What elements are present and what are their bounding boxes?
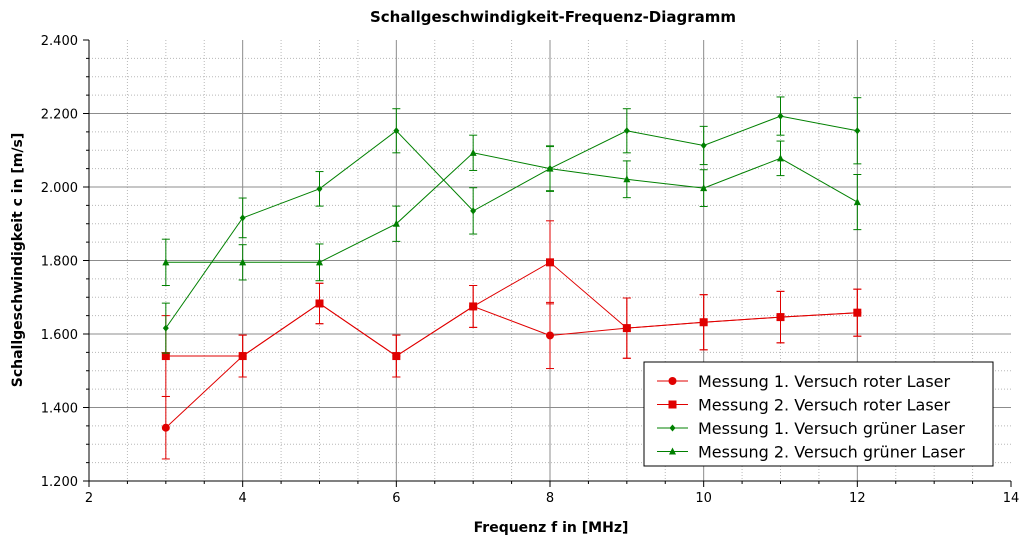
point-marker-circle xyxy=(546,331,554,340)
x-tick-label: 2 xyxy=(85,491,93,506)
point-marker-triangle xyxy=(239,258,247,266)
point-marker-triangle xyxy=(469,148,477,156)
y-tick-label: 1.200 xyxy=(41,475,78,490)
series-4 xyxy=(161,134,862,286)
series-line xyxy=(165,115,858,329)
x-tick-label: 10 xyxy=(695,491,712,506)
point-marker-diamond xyxy=(239,214,246,222)
y-axis-label: Schallgeschwindigkeit c in [m/s] xyxy=(10,133,26,388)
point-marker-square xyxy=(392,352,401,361)
y-tick-label: 1.800 xyxy=(41,255,78,270)
legend-box xyxy=(643,361,994,467)
point-marker-circle xyxy=(161,423,170,432)
point-marker-diamond xyxy=(393,127,400,135)
point-marker-triangle xyxy=(700,184,708,192)
point-marker-diamond xyxy=(700,141,707,149)
point-marker-triangle xyxy=(623,175,631,183)
point-marker-diamond xyxy=(162,324,169,332)
point-marker-diamond xyxy=(623,127,630,135)
chart-title: Schallgeschwindigkeit-Frequenz-Diagramm xyxy=(370,8,736,26)
point-marker-triangle xyxy=(777,154,784,162)
point-marker-diamond xyxy=(669,424,676,432)
point-marker-diamond xyxy=(316,185,323,193)
x-tick-label: 4 xyxy=(239,491,247,506)
y-tick-label: 2.400 xyxy=(41,34,78,49)
legend: Messung 1. Versuch roter Laser Messung 2.… xyxy=(643,361,994,467)
point-marker-square xyxy=(315,299,324,308)
x-tick-label: 14 xyxy=(1003,491,1020,506)
point-marker-triangle xyxy=(316,258,323,266)
y-tick-label: 1.400 xyxy=(41,402,78,417)
point-marker-square xyxy=(469,302,478,311)
series-line xyxy=(165,261,858,357)
point-marker-triangle xyxy=(853,198,861,206)
x-axis-label: Frequenz f in [MHz] xyxy=(474,520,629,536)
point-marker-square xyxy=(699,318,708,327)
point-marker-triangle xyxy=(392,219,400,227)
axes: 2 4 6 8 10 12 14 1.200 1.400 1.600 1.800 2.000 2.200… xyxy=(41,34,1019,506)
point-marker-square xyxy=(776,313,785,322)
point-marker-triangle xyxy=(669,447,676,455)
point-marker-square xyxy=(546,258,554,267)
point-marker-triangle xyxy=(546,164,554,172)
x-tick-label: 6 xyxy=(392,491,400,506)
y-tick-label: 2.000 xyxy=(41,181,78,196)
point-marker-square xyxy=(853,308,862,317)
point-marker-square xyxy=(622,324,631,333)
x-tick-label: 12 xyxy=(849,491,866,506)
point-marker-diamond xyxy=(777,112,784,120)
legend-label: Messung 2. Versuch roter Laser xyxy=(698,396,951,415)
series-line xyxy=(165,152,858,263)
y-tick-label: 1.600 xyxy=(41,328,78,343)
x-tick-label: 8 xyxy=(546,491,554,506)
point-marker-square xyxy=(668,400,677,409)
legend-label: Messung 1. Versuch grüner Laser xyxy=(698,419,965,438)
point-marker-square xyxy=(238,352,247,361)
point-marker-triangle xyxy=(162,258,170,266)
point-marker-square xyxy=(161,352,170,361)
legend-label: Messung 2. Versuch grüner Laser xyxy=(698,443,965,462)
legend-label: Messung 1. Versuch roter Laser xyxy=(698,372,951,391)
point-marker-diamond xyxy=(854,127,861,135)
series-layer xyxy=(161,96,862,460)
point-marker-circle xyxy=(668,377,677,385)
point-marker-diamond xyxy=(470,207,477,215)
y-tick-label: 2.200 xyxy=(41,108,78,123)
